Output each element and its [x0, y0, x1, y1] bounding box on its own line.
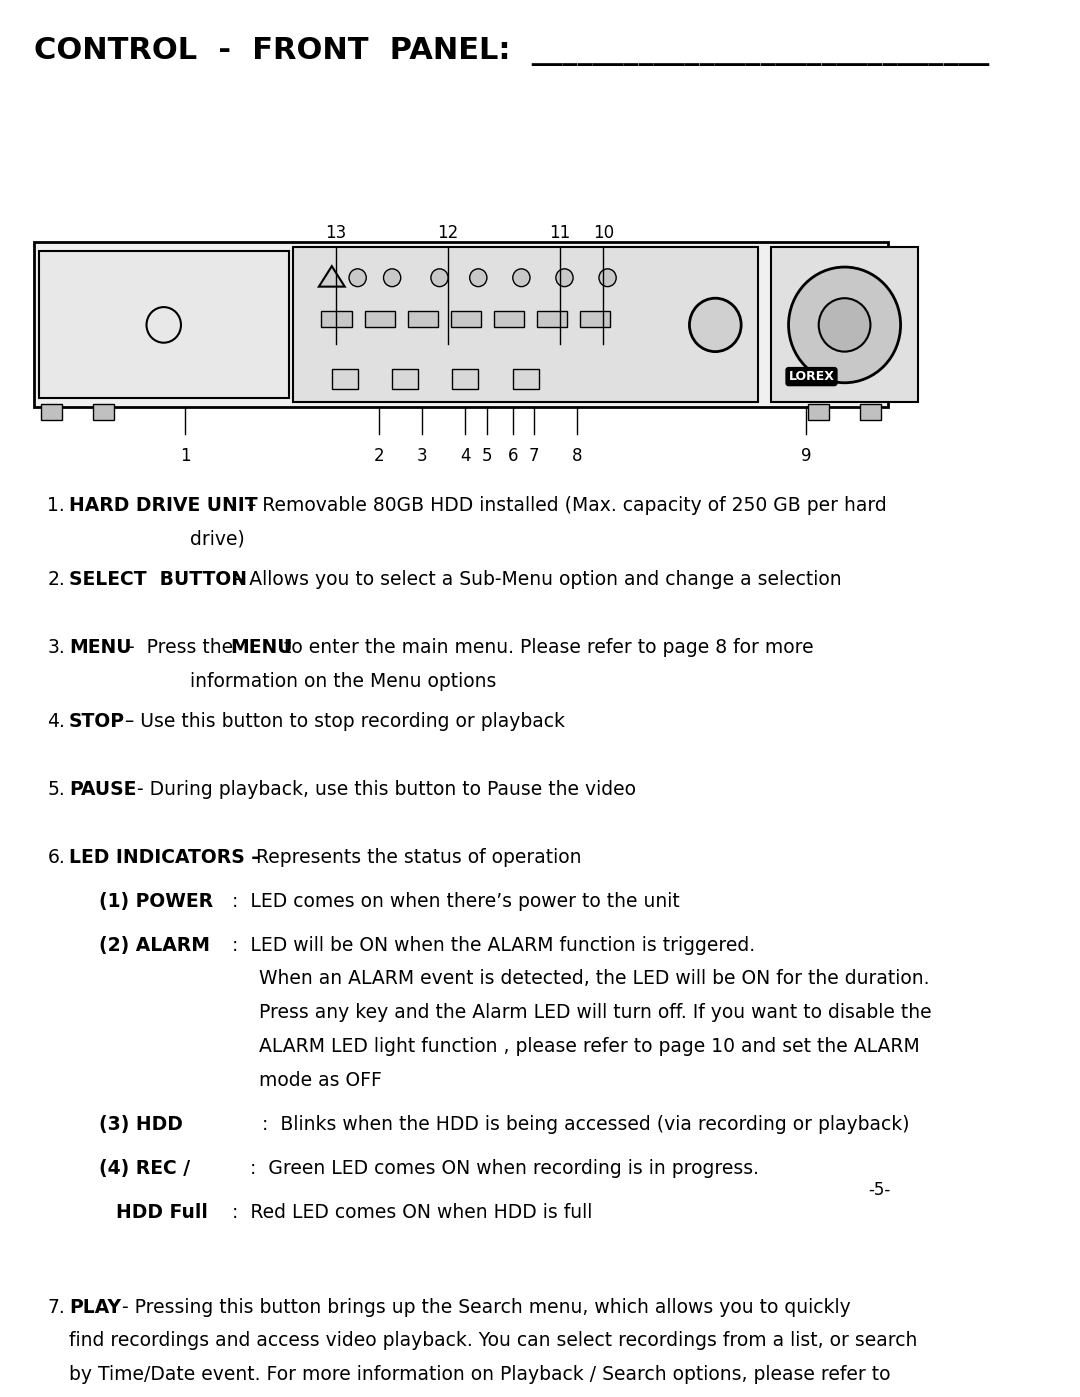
- Circle shape: [556, 268, 573, 286]
- Text: PAUSE: PAUSE: [69, 780, 136, 799]
- Circle shape: [349, 268, 366, 286]
- Text: :  Red LED comes ON when HDD is full: : Red LED comes ON when HDD is full: [214, 1203, 592, 1222]
- Text: :  LED will be ON when the ALARM function is triggered.: : LED will be ON when the ALARM function…: [214, 936, 755, 954]
- Text: HDD Full: HDD Full: [117, 1203, 208, 1222]
- Text: CONTROL  -  FRONT  PANEL:  ______________________________: CONTROL - FRONT PANEL: _________________…: [35, 38, 989, 67]
- Text: 12: 12: [437, 224, 459, 242]
- Circle shape: [470, 268, 487, 286]
- Text: information on the Menu options: information on the Menu options: [190, 672, 496, 690]
- Text: 5.: 5.: [48, 780, 65, 799]
- Text: MENU: MENU: [230, 638, 293, 657]
- Text: (4) REC /: (4) REC /: [99, 1160, 190, 1178]
- Text: 10: 10: [593, 224, 613, 242]
- Text: 3: 3: [417, 447, 428, 465]
- Bar: [407, 310, 437, 327]
- Text: 2.: 2.: [48, 570, 65, 590]
- Bar: [332, 369, 357, 388]
- Bar: [513, 369, 539, 388]
- Bar: [537, 310, 567, 327]
- Circle shape: [513, 268, 530, 286]
- Text: to enter the main menu. Please refer to page 8 for more: to enter the main menu. Please refer to …: [278, 638, 813, 657]
- Text: HARD DRIVE UNIT: HARD DRIVE UNIT: [69, 496, 257, 515]
- Text: 2: 2: [374, 447, 384, 465]
- Bar: [808, 404, 829, 420]
- Text: by Time/Date event. For more information on Playback / Search options, please re: by Time/Date event. For more information…: [69, 1365, 890, 1384]
- Text: :  Green LED comes ON when recording is in progress.: : Green LED comes ON when recording is i…: [214, 1160, 759, 1178]
- Bar: [293, 247, 758, 402]
- Text: 7.: 7.: [48, 1298, 65, 1316]
- Text: (3) HDD: (3) HDD: [99, 1115, 183, 1134]
- Polygon shape: [319, 267, 345, 286]
- Text: 9: 9: [800, 447, 811, 465]
- Text: Press any key and the Alarm LED will turn off. If you want to disable the: Press any key and the Alarm LED will tur…: [258, 1003, 931, 1023]
- Text: mode as OFF: mode as OFF: [258, 1071, 381, 1090]
- Text: Represents the status of operation: Represents the status of operation: [249, 848, 581, 866]
- Text: – Allows you to select a Sub-Menu option and change a selection: – Allows you to select a Sub-Menu option…: [228, 570, 842, 590]
- Circle shape: [431, 268, 448, 286]
- Text: 8: 8: [572, 447, 582, 465]
- Bar: [771, 247, 918, 402]
- Bar: [93, 404, 113, 420]
- Circle shape: [689, 298, 741, 352]
- Text: - During playback, use this button to Pause the video: - During playback, use this button to Pa…: [131, 780, 636, 799]
- Text: drive): drive): [190, 529, 244, 549]
- Text: STOP: STOP: [69, 712, 125, 731]
- Circle shape: [788, 267, 901, 383]
- Bar: [392, 369, 418, 388]
- Text: 4.: 4.: [48, 712, 65, 731]
- Bar: [41, 404, 62, 420]
- Circle shape: [383, 268, 401, 286]
- Text: -  Press the: - Press the: [122, 638, 240, 657]
- Circle shape: [819, 298, 870, 352]
- Text: 3.: 3.: [48, 638, 65, 657]
- Text: - Pressing this button brings up the Search menu, which allows you to quickly: - Pressing this button brings up the Sea…: [117, 1298, 851, 1316]
- Text: SELECT  BUTTON: SELECT BUTTON: [69, 570, 247, 590]
- Text: LOREX: LOREX: [788, 370, 835, 383]
- Text: 6.: 6.: [48, 848, 65, 866]
- Text: 6: 6: [508, 447, 518, 465]
- Text: 1.: 1.: [48, 496, 65, 515]
- Bar: [35, 242, 888, 407]
- Circle shape: [147, 307, 181, 342]
- Text: find recordings and access video playback. You can select recordings from a list: find recordings and access video playbac…: [69, 1331, 917, 1351]
- Bar: [860, 404, 881, 420]
- Text: When an ALARM event is detected, the LED will be ON for the duration.: When an ALARM event is detected, the LED…: [258, 970, 929, 989]
- Bar: [453, 369, 478, 388]
- Text: :  Blinks when the HDD is being accessed (via recording or playback): : Blinks when the HDD is being accessed …: [214, 1115, 909, 1134]
- Text: 7: 7: [529, 447, 540, 465]
- Text: :  LED comes on when there’s power to the unit: : LED comes on when there’s power to the…: [214, 891, 679, 911]
- Text: 5: 5: [482, 447, 492, 465]
- Text: PLAY: PLAY: [69, 1298, 121, 1316]
- Bar: [39, 251, 288, 398]
- Text: ALARM LED light function , please refer to page 10 and set the ALARM: ALARM LED light function , please refer …: [258, 1037, 919, 1056]
- Bar: [450, 310, 481, 327]
- Bar: [580, 310, 610, 327]
- Text: MENU: MENU: [69, 638, 132, 657]
- Circle shape: [599, 268, 617, 286]
- Text: LED INDICATORS –: LED INDICATORS –: [69, 848, 267, 866]
- Text: – Removable 80GB HDD installed (Max. capacity of 250 GB per hard: – Removable 80GB HDD installed (Max. cap…: [241, 496, 887, 515]
- Bar: [494, 310, 524, 327]
- Text: (2) ALARM: (2) ALARM: [99, 936, 211, 954]
- Text: 4: 4: [460, 447, 471, 465]
- Text: -5-: -5-: [868, 1180, 890, 1199]
- Text: – Use this button to stop recording or playback: – Use this button to stop recording or p…: [119, 712, 565, 731]
- Text: 1: 1: [180, 447, 190, 465]
- Text: (1) POWER: (1) POWER: [99, 891, 213, 911]
- Text: 11: 11: [550, 224, 571, 242]
- Text: 13: 13: [325, 224, 347, 242]
- Bar: [322, 310, 352, 327]
- Bar: [365, 310, 394, 327]
